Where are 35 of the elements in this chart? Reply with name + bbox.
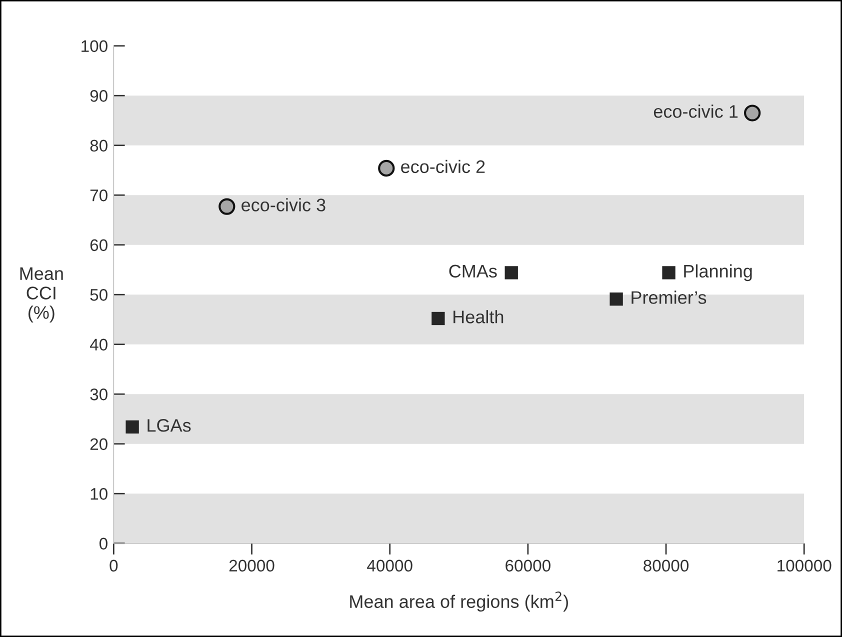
x-tick-label: 80000 bbox=[644, 560, 689, 572]
point bbox=[126, 420, 139, 434]
y-axis-title: Mean CCI (%) bbox=[20, 267, 63, 322]
point bbox=[432, 312, 445, 326]
point bbox=[610, 292, 623, 306]
y-tick-label: 0 bbox=[99, 538, 108, 550]
annotation: Planning bbox=[684, 264, 752, 282]
y-tick-label: 10 bbox=[90, 488, 108, 500]
y-tick-label: 30 bbox=[90, 388, 108, 400]
annotation: eco-civic 3 bbox=[242, 198, 326, 212]
point bbox=[218, 198, 236, 215]
x-tick-label: 20000 bbox=[229, 560, 274, 572]
y-tick-label: 80 bbox=[90, 140, 108, 152]
y-tick-label: 60 bbox=[90, 239, 108, 252]
y-tick-label: 40 bbox=[90, 338, 108, 351]
y-tick-label: 50 bbox=[90, 289, 108, 301]
x-axis-title: Mean area of regions (km$^{2}$) bbox=[350, 592, 568, 612]
annotation: eco-civic 1 bbox=[654, 104, 738, 118]
y-tick-label: 20 bbox=[90, 438, 108, 450]
y-tick-label: 100 bbox=[82, 40, 108, 52]
annotation: Health bbox=[454, 310, 504, 324]
point bbox=[744, 104, 761, 122]
x-tick-label: 40000 bbox=[367, 560, 412, 572]
annotation: Premier’s bbox=[632, 290, 706, 304]
point bbox=[662, 266, 676, 280]
x-tick-label: 100000 bbox=[778, 560, 832, 572]
y-tick-label: 90 bbox=[90, 90, 108, 102]
y-tick-label: 70 bbox=[90, 190, 108, 202]
point bbox=[378, 160, 395, 177]
annotation: eco-civic 2 bbox=[401, 160, 485, 174]
x-tick-label: 0 bbox=[110, 560, 118, 572]
annotation: CMAs bbox=[449, 264, 497, 278]
annotation: LGAs bbox=[148, 419, 191, 432]
point bbox=[504, 266, 518, 280]
x-tick-label: 60000 bbox=[506, 560, 550, 572]
